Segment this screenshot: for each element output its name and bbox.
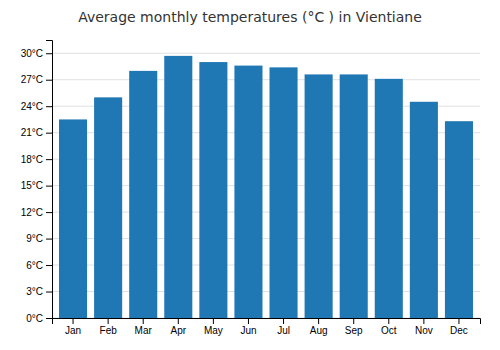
y-axis: 0°C 3°C 6°C 9°C 12°C 15°C 18°C 21°C 24°C 27°C 30°C	[21, 41, 53, 324]
x-tick-mark	[73, 318, 74, 324]
y-tick-mark	[46, 159, 52, 160]
x-tick: Dec	[450, 318, 468, 336]
y-tick: 24°C	[21, 101, 52, 112]
x-tick-mark	[458, 318, 459, 324]
x-tick: Sep	[345, 318, 363, 336]
bar	[340, 74, 368, 318]
chart: 0°C 3°C 6°C 9°C 12°C 15°C 18°C 21°C 24°C 27°C 30°C…	[0, 0, 500, 350]
y-tick-label: 18°C	[21, 154, 43, 165]
y-tick: 6°C	[26, 260, 52, 271]
x-tick: Mar	[135, 318, 153, 336]
x-tick-label: Nov	[415, 325, 433, 336]
y-tick-label: 15°C	[21, 180, 43, 191]
plot: 0°C 3°C 6°C 9°C 12°C 15°C 18°C 21°C 24°C 27°C 30°C…	[21, 41, 481, 337]
y-tick-mark	[46, 53, 52, 54]
x-tick-mark	[143, 318, 144, 324]
y-tick: 12°C	[21, 207, 52, 218]
y-tick: 15°C	[21, 180, 52, 191]
bar	[199, 62, 227, 318]
x-tick-mark	[283, 318, 284, 324]
x-tick-mark	[213, 318, 214, 324]
y-tick: 3°C	[26, 286, 52, 297]
x-tick-mark	[248, 318, 249, 324]
x-axis-line	[53, 319, 481, 325]
x-tick-mark	[388, 318, 389, 324]
bar	[375, 79, 403, 318]
y-tick-label: 0°C	[26, 313, 43, 324]
y-tick-label: 24°C	[21, 101, 43, 112]
x-tick-mark	[108, 318, 109, 324]
x-tick: Jun	[240, 318, 256, 336]
bar	[164, 56, 192, 318]
y-tick: 21°C	[21, 127, 52, 138]
y-tick-mark	[46, 292, 52, 293]
title: Average monthly temperatures (°C ) in Vi…	[78, 9, 422, 25]
x-tick-label: Jul	[277, 325, 290, 336]
y-tick: 0°C	[26, 313, 52, 324]
y-tick: 27°C	[21, 74, 52, 85]
x-tick-label: May	[204, 325, 223, 336]
y-tick: 9°C	[26, 233, 52, 244]
y-tick-label: 12°C	[21, 207, 43, 218]
bar	[410, 102, 438, 318]
y-tick-mark	[46, 106, 52, 107]
x-tick-label: Sep	[345, 325, 363, 336]
bar	[445, 121, 473, 318]
y-tick-mark	[46, 318, 52, 319]
x-tick: Jan	[65, 318, 81, 336]
x-tick-label: Oct	[381, 325, 397, 336]
y-tick-label: 9°C	[26, 233, 43, 244]
y-tick-label: 6°C	[26, 260, 43, 271]
y-tick-mark	[46, 239, 52, 240]
x-tick: Nov	[415, 318, 433, 336]
x-tick-label: Mar	[135, 325, 153, 336]
x-tick: Jul	[277, 318, 290, 336]
y-tick-mark	[46, 80, 52, 81]
x-tick-label: Dec	[450, 325, 468, 336]
y-tick-label: 30°C	[21, 48, 43, 59]
x-tick-mark	[318, 318, 319, 324]
x-tick: Aug	[310, 318, 328, 336]
x-tick-label: Apr	[171, 325, 187, 336]
bar	[234, 66, 262, 318]
y-tick-label: 21°C	[21, 127, 43, 138]
y-tick-label: 27°C	[21, 74, 43, 85]
y-tick-mark	[46, 133, 52, 134]
grid-line	[52, 53, 480, 54]
bar	[270, 67, 298, 318]
x-tick-label: Jun	[240, 325, 256, 336]
grid	[52, 53, 480, 318]
bar	[305, 74, 333, 318]
y-tick-label: 3°C	[26, 286, 43, 297]
bar	[129, 71, 157, 318]
x-tick-label: Jan	[65, 325, 81, 336]
x-tick: Oct	[381, 318, 397, 336]
x-axis: Jan Feb Mar Apr May Jun Jul Aug Sep Oct Nov Dec	[53, 318, 481, 336]
x-tick-mark	[178, 318, 179, 324]
x-tick-label: Feb	[100, 325, 118, 336]
y-tick-mark	[46, 186, 52, 187]
x-tick: May	[204, 318, 223, 336]
bar	[94, 97, 122, 318]
y-tick-mark	[46, 212, 52, 213]
y-tick-mark	[46, 265, 52, 266]
y-axis-line	[46, 41, 53, 319]
y-tick: 18°C	[21, 154, 52, 165]
x-tick: Apr	[171, 318, 187, 336]
x-tick-mark	[423, 318, 424, 324]
bar	[59, 119, 87, 318]
y-tick: 30°C	[21, 48, 52, 59]
grid-line	[52, 79, 480, 80]
x-tick-label: Aug	[310, 325, 328, 336]
bars	[59, 56, 473, 318]
x-tick: Feb	[100, 318, 118, 336]
x-tick-mark	[353, 318, 354, 324]
